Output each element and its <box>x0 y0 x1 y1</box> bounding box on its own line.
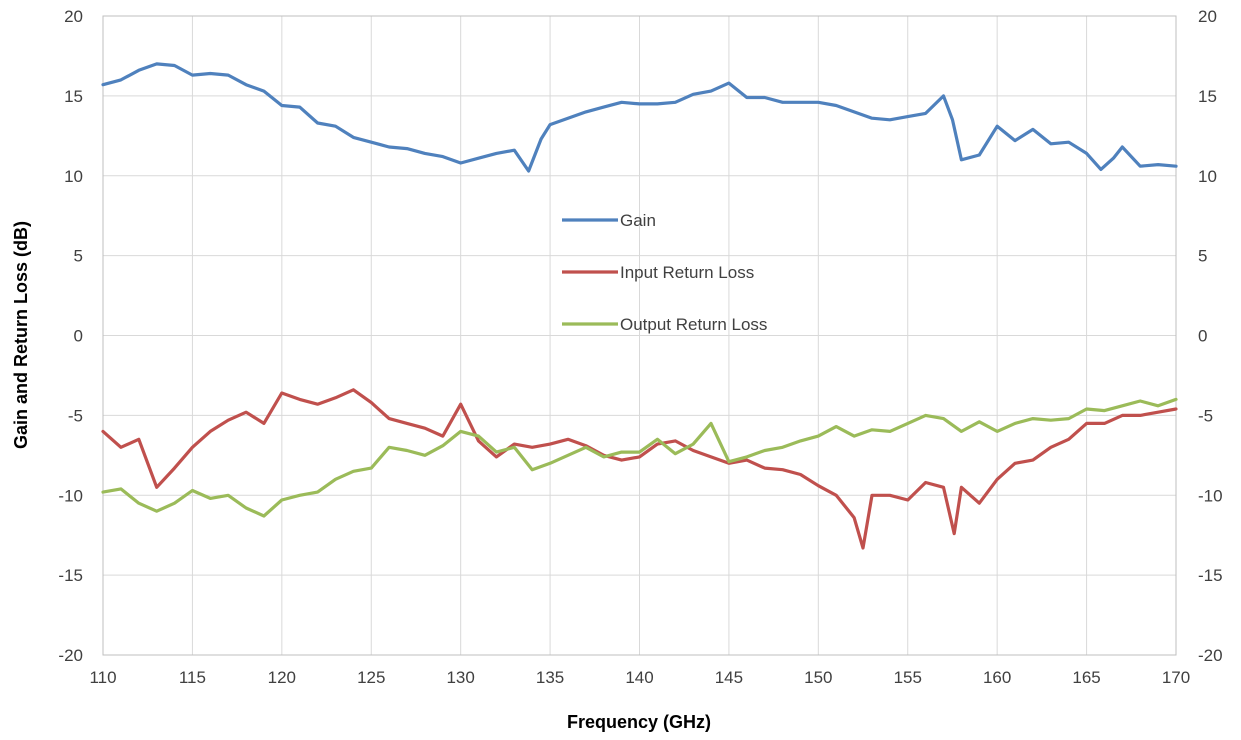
legend-label-gain: Gain <box>620 211 656 230</box>
y2-tick-label: -15 <box>1198 566 1223 585</box>
y2-tick-label: -5 <box>1198 406 1213 425</box>
y2-tick-label: -10 <box>1198 486 1223 505</box>
series-line-gain <box>101 62 1178 173</box>
x-tick-label: 115 <box>179 668 206 687</box>
x-tick-label: 145 <box>715 668 743 687</box>
legend-label-input-return-loss: Input Return Loss <box>620 263 754 282</box>
series-line-input-return-loss <box>101 388 1178 550</box>
plot-area-frame <box>102 15 1177 656</box>
y-tick-label: 5 <box>74 247 83 266</box>
grid <box>102 15 1177 656</box>
legend-label-output-return-loss: Output Return Loss <box>620 315 767 334</box>
y-tick-label: -15 <box>58 566 83 585</box>
y2-tick-label: -20 <box>1198 646 1223 665</box>
y-tick-label: 20 <box>64 7 83 26</box>
x-tick-label: 125 <box>357 668 385 687</box>
y2-tick-label: 20 <box>1198 7 1217 26</box>
series-layer <box>101 62 1178 550</box>
x-tick-label: 130 <box>446 668 474 687</box>
y-tick-label: -5 <box>68 406 83 425</box>
x-tick-label: 140 <box>625 668 653 687</box>
x-tick-label: 160 <box>983 668 1011 687</box>
tick-labels: 110 115 120 125 130 135 140 145 150 155 160 165 170-… <box>58 7 1222 687</box>
y-tick-label: 0 <box>74 327 83 346</box>
y-axis-title: Gain and Return Loss (dB) <box>11 221 31 449</box>
x-axis-title: Frequency (GHz) <box>567 712 711 732</box>
x-tick-label: 170 <box>1162 668 1190 687</box>
y-tick-label: -10 <box>58 486 83 505</box>
x-tick-label: 150 <box>804 668 832 687</box>
y-tick-label: -20 <box>58 646 83 665</box>
series-line-output-return-loss <box>101 397 1178 518</box>
x-tick-label: 165 <box>1072 668 1100 687</box>
y2-tick-label: 0 <box>1198 327 1207 346</box>
y2-tick-label: 5 <box>1198 247 1207 266</box>
y-tick-label: 15 <box>64 87 83 106</box>
x-tick-label: 120 <box>268 668 296 687</box>
y-tick-label: 10 <box>64 167 83 186</box>
y2-tick-label: 15 <box>1198 87 1217 106</box>
x-tick-label: 110 <box>89 668 116 687</box>
y2-tick-label: 10 <box>1198 167 1217 186</box>
x-tick-label: 135 <box>536 668 564 687</box>
x-tick-label: 155 <box>894 668 922 687</box>
legend: Gain Input Return Loss Output Return Loss <box>562 211 767 334</box>
